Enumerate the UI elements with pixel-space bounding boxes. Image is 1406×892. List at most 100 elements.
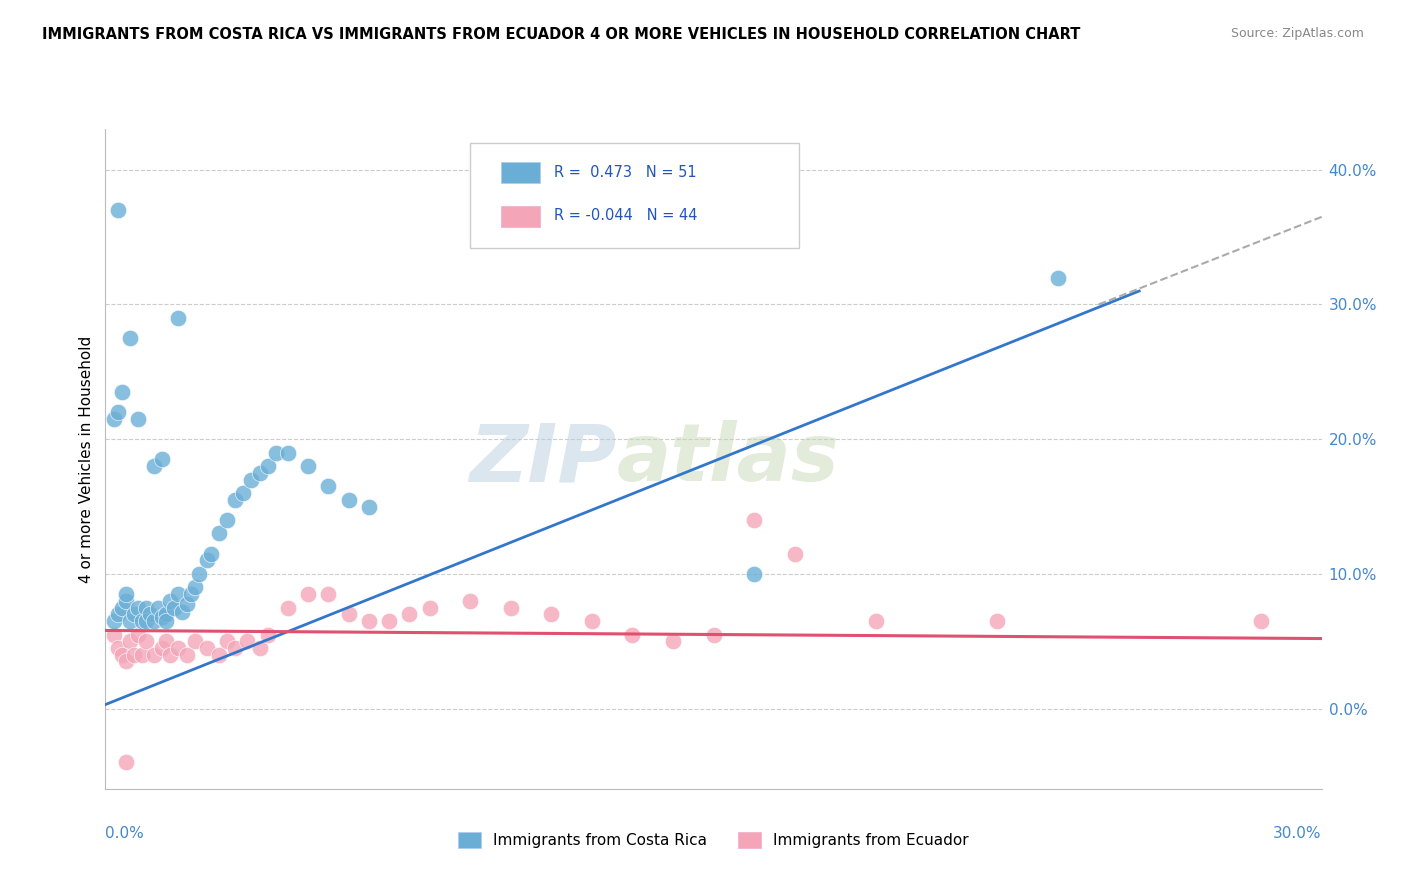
- Point: [277, 600, 299, 615]
- Point: [107, 405, 129, 419]
- Point: [499, 600, 522, 615]
- Point: [150, 452, 173, 467]
- Point: [127, 627, 149, 641]
- Point: [118, 634, 141, 648]
- Point: [111, 648, 134, 662]
- Point: [277, 445, 299, 459]
- Point: [159, 648, 181, 662]
- Point: [249, 466, 271, 480]
- Point: [118, 614, 141, 628]
- Point: [163, 600, 186, 615]
- Point: [180, 587, 202, 601]
- Point: [232, 486, 254, 500]
- Point: [297, 459, 319, 474]
- Text: 30.0%: 30.0%: [1274, 826, 1322, 841]
- Point: [167, 310, 190, 325]
- Point: [114, 756, 136, 770]
- Point: [224, 492, 246, 507]
- Point: [114, 655, 136, 669]
- FancyBboxPatch shape: [501, 206, 540, 227]
- Point: [742, 566, 765, 581]
- Point: [1047, 270, 1070, 285]
- Point: [143, 648, 166, 662]
- Point: [398, 607, 420, 622]
- Point: [702, 627, 725, 641]
- Point: [187, 566, 209, 581]
- Point: [208, 648, 231, 662]
- Point: [143, 459, 166, 474]
- Point: [127, 600, 149, 615]
- Point: [107, 640, 129, 655]
- Point: [986, 614, 1008, 628]
- Text: 0.0%: 0.0%: [105, 826, 145, 841]
- Point: [150, 610, 173, 624]
- Point: [139, 607, 162, 622]
- FancyBboxPatch shape: [501, 162, 540, 184]
- Point: [111, 384, 134, 399]
- Point: [662, 634, 685, 648]
- Point: [249, 640, 271, 655]
- Point: [297, 587, 319, 601]
- Point: [1250, 614, 1272, 628]
- Point: [103, 412, 125, 426]
- Point: [256, 459, 278, 474]
- Point: [146, 600, 169, 615]
- Point: [318, 479, 340, 493]
- Point: [172, 605, 194, 619]
- Point: [114, 594, 136, 608]
- Point: [131, 648, 153, 662]
- Point: [183, 634, 205, 648]
- Point: [155, 607, 177, 622]
- Text: ZIP: ZIP: [468, 420, 616, 499]
- Point: [783, 547, 806, 561]
- Point: [143, 614, 166, 628]
- Point: [318, 587, 340, 601]
- Text: IMMIGRANTS FROM COSTA RICA VS IMMIGRANTS FROM ECUADOR 4 OR MORE VEHICLES IN HOUS: IMMIGRANTS FROM COSTA RICA VS IMMIGRANTS…: [42, 27, 1081, 42]
- Point: [195, 553, 218, 567]
- Point: [337, 607, 360, 622]
- Point: [122, 648, 145, 662]
- Point: [135, 600, 157, 615]
- Point: [621, 627, 644, 641]
- Point: [176, 648, 198, 662]
- Point: [107, 203, 129, 218]
- Point: [183, 580, 205, 594]
- Point: [540, 607, 562, 622]
- Point: [107, 607, 129, 622]
- Point: [167, 587, 190, 601]
- Point: [337, 492, 360, 507]
- Point: [419, 600, 441, 615]
- Point: [114, 587, 136, 601]
- Point: [357, 614, 380, 628]
- Point: [195, 640, 218, 655]
- Point: [127, 412, 149, 426]
- FancyBboxPatch shape: [470, 143, 799, 248]
- Point: [240, 473, 263, 487]
- Y-axis label: 4 or more Vehicles in Household: 4 or more Vehicles in Household: [79, 335, 94, 583]
- Point: [208, 526, 231, 541]
- Point: [742, 513, 765, 527]
- Text: R =  0.473   N = 51: R = 0.473 N = 51: [554, 165, 697, 180]
- Point: [155, 614, 177, 628]
- Point: [135, 634, 157, 648]
- Legend: Immigrants from Costa Rica, Immigrants from Ecuador: Immigrants from Costa Rica, Immigrants f…: [453, 826, 974, 855]
- Point: [131, 614, 153, 628]
- Point: [378, 614, 401, 628]
- Point: [159, 594, 181, 608]
- Point: [103, 627, 125, 641]
- Point: [256, 627, 278, 641]
- Point: [150, 640, 173, 655]
- Text: Source: ZipAtlas.com: Source: ZipAtlas.com: [1230, 27, 1364, 40]
- Point: [217, 634, 239, 648]
- Point: [135, 614, 157, 628]
- Point: [224, 640, 246, 655]
- Point: [103, 614, 125, 628]
- Point: [581, 614, 603, 628]
- Text: R = -0.044   N = 44: R = -0.044 N = 44: [554, 209, 697, 223]
- Point: [118, 331, 141, 345]
- Point: [155, 634, 177, 648]
- Point: [122, 607, 145, 622]
- Point: [264, 445, 287, 459]
- Point: [458, 594, 481, 608]
- Point: [176, 597, 198, 611]
